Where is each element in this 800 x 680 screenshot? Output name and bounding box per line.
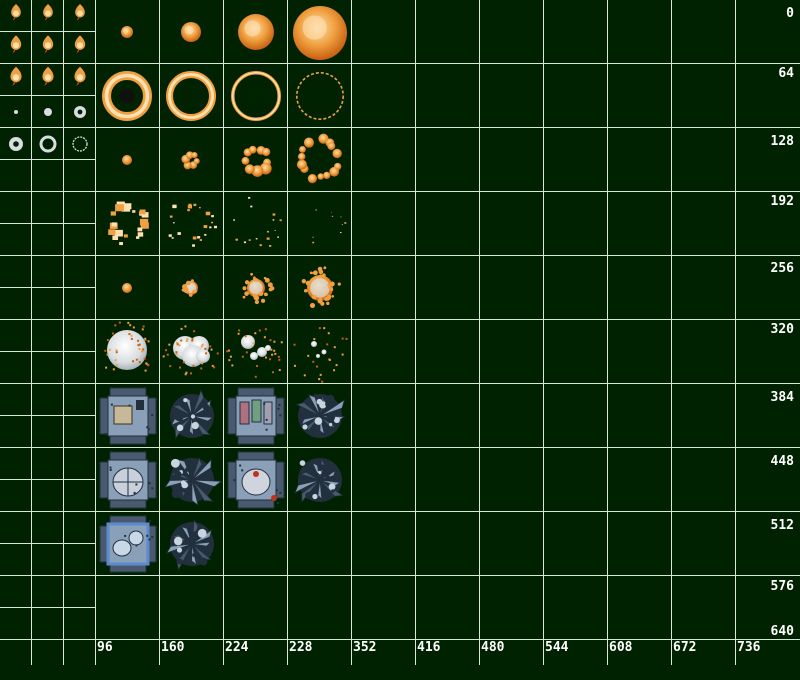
shockwave-ring-icon — [72, 136, 88, 152]
row-label-576: 576 — [770, 579, 794, 594]
building-ruin-icon — [170, 389, 214, 440]
fire-ring-icon — [102, 71, 152, 121]
fire-ring-icon — [231, 71, 281, 121]
row-label-448: 448 — [770, 454, 794, 469]
row-label-128: 128 — [770, 134, 794, 149]
fireball-icon — [293, 6, 347, 60]
burst-icon — [296, 133, 342, 184]
burst-icon — [242, 272, 275, 305]
burst-icon — [181, 151, 200, 170]
col-label-96: 96 — [97, 640, 113, 655]
burst-icon — [241, 145, 272, 177]
shockwave-ring-icon — [39, 135, 57, 153]
col-label-544: 544 — [545, 640, 569, 655]
building-ruin-icon — [294, 458, 344, 503]
fireball-icon — [238, 14, 274, 50]
col-label-160: 160 — [161, 640, 185, 655]
col-label-228: 228 — [289, 640, 313, 655]
smoke-icon — [226, 328, 283, 378]
sprite-cells — [9, 4, 348, 573]
row-label-320: 320 — [770, 322, 794, 337]
fireball-icon — [121, 26, 133, 38]
col-label-480: 480 — [481, 640, 505, 655]
row-label-640: 640 — [770, 624, 794, 639]
shockwave-ring-icon — [74, 106, 86, 118]
col-label-224: 224 — [225, 640, 249, 655]
building-icon — [227, 387, 285, 445]
flame-icon — [75, 4, 85, 21]
burst-icon — [108, 201, 149, 246]
col-label-352: 352 — [353, 640, 377, 655]
shockwave-ring-icon — [14, 110, 18, 114]
building-ruin-icon — [164, 456, 223, 507]
building-ruin-icon — [165, 519, 214, 571]
flame-icon — [74, 66, 86, 87]
shockwave-ring-icon — [9, 137, 23, 151]
building-ruin-icon — [295, 393, 346, 438]
building-icon — [99, 515, 157, 573]
burst-icon — [181, 279, 198, 297]
smoke-icon — [293, 327, 348, 383]
col-label-736: 736 — [737, 640, 761, 655]
shockwave-ring-icon — [44, 108, 52, 116]
burst-icon — [122, 155, 132, 165]
flame-icon — [43, 4, 53, 21]
fire-ring-icon — [295, 72, 344, 121]
flame-icon — [11, 4, 21, 21]
row-label-0: 0 — [786, 6, 794, 21]
col-label-672: 672 — [673, 640, 697, 655]
building-icon — [99, 387, 157, 445]
col-label-608: 608 — [609, 640, 633, 655]
smoke-icon — [162, 325, 219, 376]
building-icon — [227, 451, 285, 509]
flame-icon — [10, 66, 22, 87]
smoke-icon — [104, 321, 150, 372]
grid-lines — [0, 0, 800, 665]
building-icon — [99, 451, 157, 509]
fireball-icon — [181, 22, 201, 42]
burst-icon — [122, 283, 132, 293]
col-label-416: 416 — [417, 640, 441, 655]
row-label-64: 64 — [778, 66, 794, 81]
row-label-384: 384 — [770, 390, 794, 405]
flame-icon — [42, 66, 54, 87]
row-label-256: 256 — [770, 261, 794, 276]
fire-ring-icon — [166, 71, 216, 121]
burst-icon — [233, 196, 282, 247]
row-label-192: 192 — [770, 194, 794, 209]
flame-icon — [10, 35, 22, 54]
burst-icon — [312, 209, 347, 244]
row-label-512: 512 — [770, 518, 794, 533]
flame-icon — [42, 35, 54, 54]
burst-icon — [301, 266, 341, 308]
flame-icon — [74, 35, 86, 54]
burst-icon — [168, 203, 218, 247]
